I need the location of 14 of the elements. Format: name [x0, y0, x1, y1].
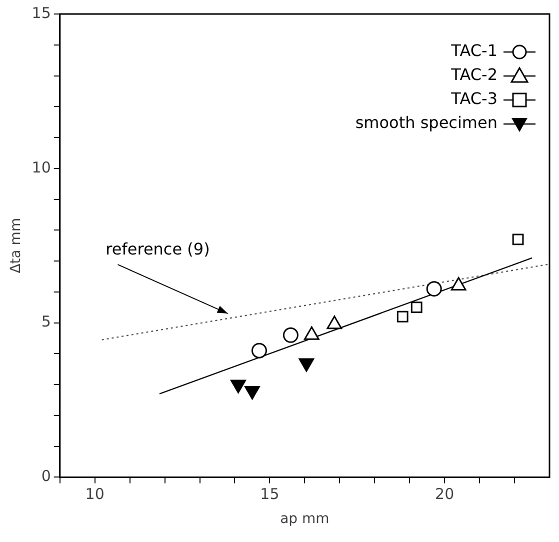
y-tick-label: 5	[41, 312, 51, 331]
annotation: reference (9)	[106, 240, 210, 259]
x-axis-title: ap mm	[280, 511, 330, 528]
x-tick-label: 10	[85, 485, 104, 504]
legend-label: TAC-3	[450, 89, 498, 108]
x-tick-label: 20	[435, 485, 454, 504]
legend-label: smooth specimen	[355, 113, 498, 132]
legend-label: TAC-1	[450, 41, 498, 60]
x-tick-label: 15	[260, 485, 280, 504]
y-axis-title: Δta mm	[8, 218, 24, 274]
legend-label: TAC-2	[450, 65, 498, 84]
y-tick-label: 0	[41, 467, 51, 486]
y-tick-label: 10	[32, 158, 51, 176]
y-tick-label: 15	[32, 4, 51, 22]
